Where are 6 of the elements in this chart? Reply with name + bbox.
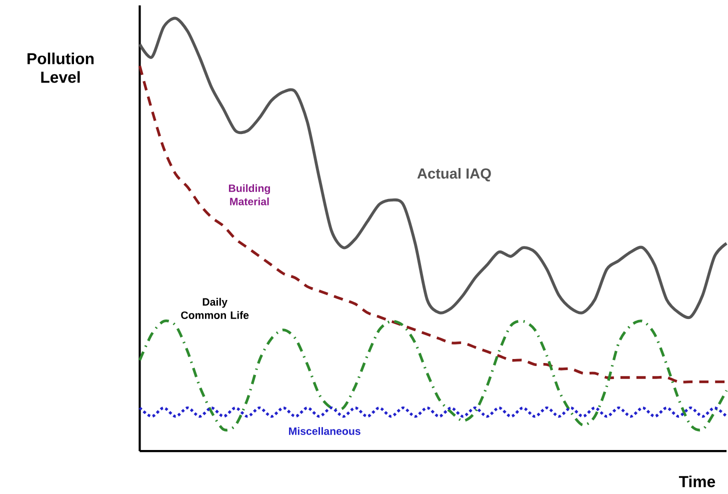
x-axis-title: Time [678, 476, 716, 488]
series-label: Daily Common Life [181, 298, 249, 319]
series-label: Building Material [228, 184, 270, 206]
series-label: Miscellaneous [289, 427, 360, 435]
y-axis-title: Pollution Level [28, 52, 94, 83]
series-label: Actual IAQ [417, 168, 491, 182]
